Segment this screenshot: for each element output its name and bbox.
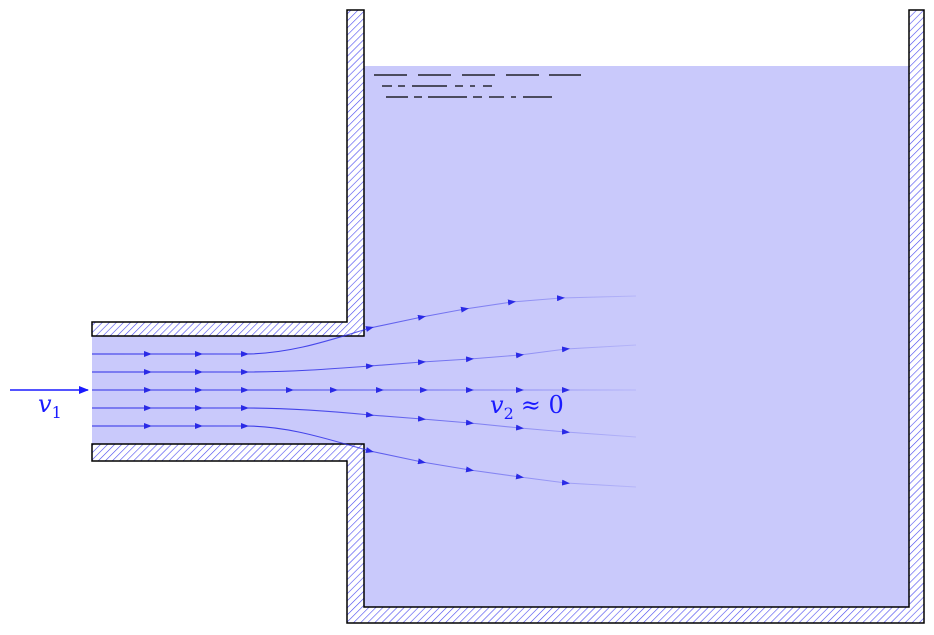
- water-surface-icon: [374, 74, 581, 98]
- tank-velocity-symbol: v: [490, 391, 504, 419]
- pipe-top-wall: [91, 9, 365, 337]
- inlet-velocity-label: v1: [38, 390, 62, 422]
- inlet-velocity-subscript: 1: [52, 403, 62, 422]
- streamlines: [92, 295, 637, 488]
- streamline: [92, 404, 637, 438]
- tank-velocity-relation: ≈ 0: [521, 391, 564, 419]
- tank-velocity-subscript: 2: [504, 404, 514, 423]
- tank-velocity-label: v2 ≈ 0: [490, 391, 564, 423]
- streamline: [92, 422, 637, 488]
- inlet-velocity-symbol: v: [38, 390, 52, 418]
- streamline: [92, 344, 637, 376]
- tank-water: [364, 66, 909, 607]
